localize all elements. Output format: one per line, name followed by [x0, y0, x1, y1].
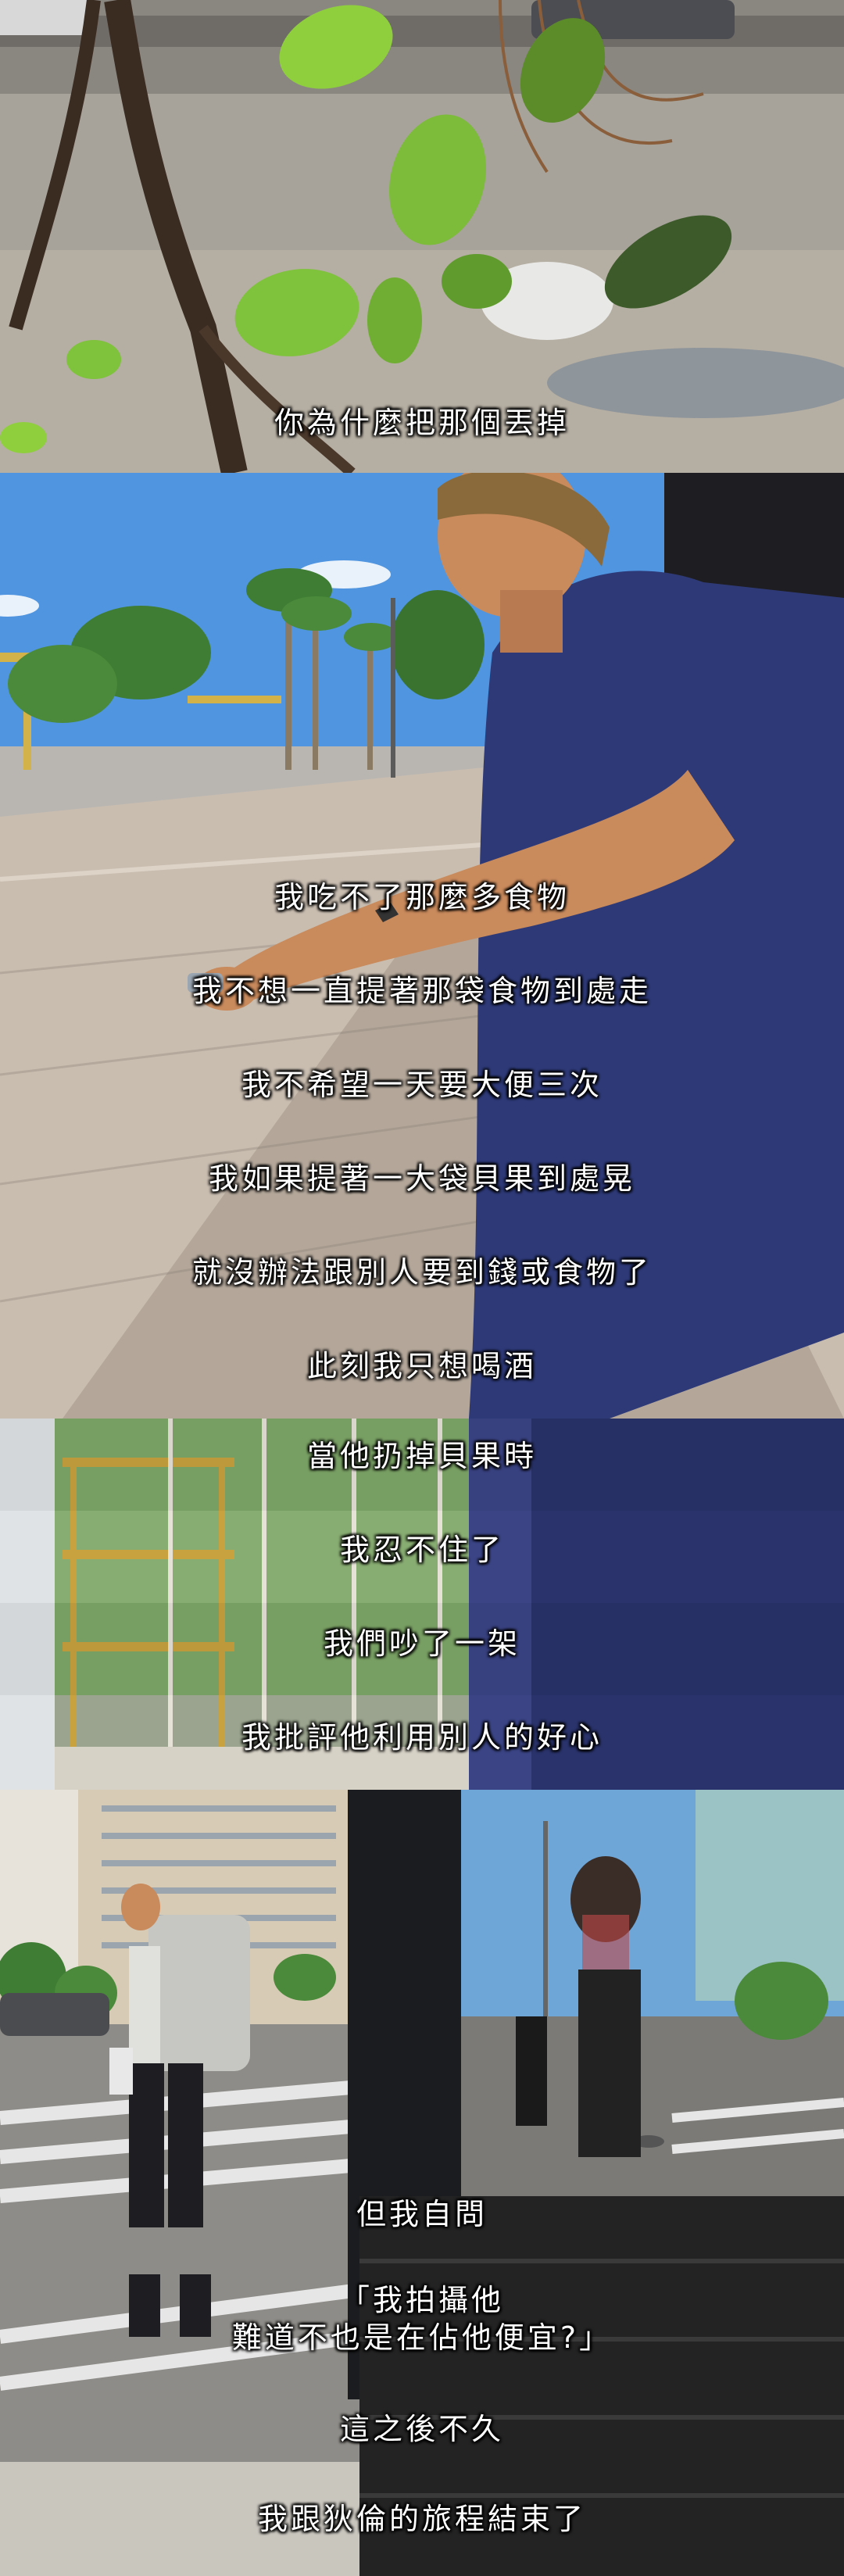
caption-5: 我如果提著一大袋貝果到處晃 [208, 1161, 635, 1196]
palm-strips-image [0, 1419, 844, 1790]
caption-9: 我忍不住了 [339, 1533, 504, 1567]
caption-10: 我們吵了一架 [323, 1626, 520, 1661]
caption-11: 我批評他利用別人的好心 [241, 1720, 603, 1755]
plant-street-image [0, 0, 844, 473]
caption-1: 你為什麼把那個丟掉 [274, 406, 570, 440]
caption-3: 我不想一直提著那袋食物到處走 [191, 974, 652, 1008]
caption-4: 我不希望一天要大便三次 [241, 1068, 603, 1102]
caption-7: 此刻我只想喝酒 [306, 1349, 537, 1383]
caption-13a: 「我拍攝他 [339, 2283, 504, 2317]
frame-palm-strips: 當他扔掉貝果時 我忍不住了 我們吵了一架 我批評他利用別人的好心 [0, 1419, 844, 1790]
frame-plant-street: 你為什麼把那個丟掉 [0, 0, 844, 473]
backpacker-sidewalk-image [0, 473, 844, 1419]
caption-14: 這之後不久 [339, 2412, 504, 2446]
frame-crosswalk-reflection: 但我自問 「我拍攝他 難道不也是在佔他便宜?」 這之後不久 我跟狄倫的旅程結束了 [0, 1790, 844, 2576]
caption-15: 我跟狄倫的旅程結束了 [257, 2502, 586, 2536]
caption-12: 但我自問 [356, 2197, 488, 2231]
crosswalk-reflection-image [0, 1790, 844, 2576]
caption-6: 就沒辦法跟別人要到錢或食物了 [191, 1255, 652, 1290]
caption-13b: 難道不也是在佔他便宜?」 [231, 2320, 613, 2355]
caption-2: 我吃不了那麼多食物 [274, 880, 570, 914]
caption-8: 當他扔掉貝果時 [306, 1439, 537, 1473]
frame-backpacker-sidewalk: 我吃不了那麼多食物 我不想一直提著那袋食物到處走 我不希望一天要大便三次 我如果… [0, 473, 844, 1419]
